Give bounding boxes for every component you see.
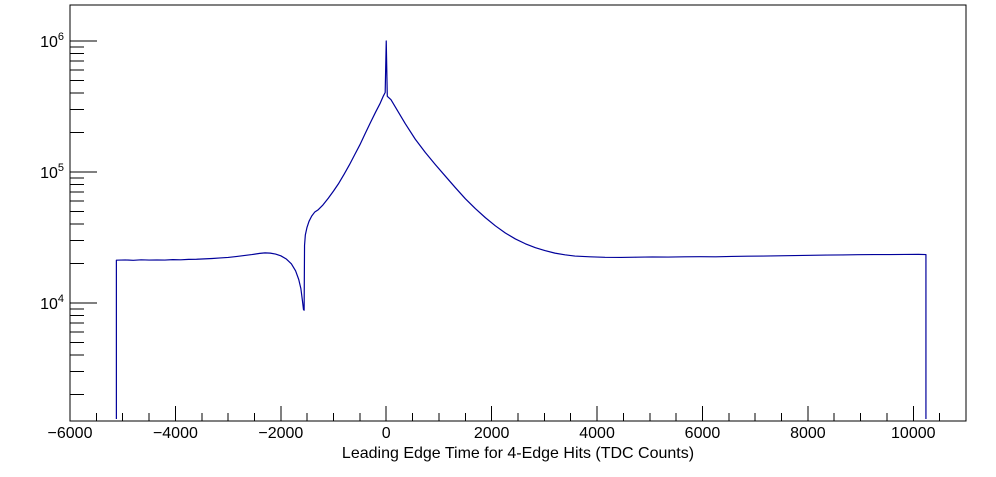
x-axis-tick-label: −6000	[48, 425, 93, 442]
plot-frame	[69, 4, 967, 422]
x-axis-tick-label: 6000	[685, 425, 721, 442]
plot-generated-layer: −6000 −4000 −2000 0 2000 4000 6000 8000 10000 104…	[40, 4, 967, 442]
y-axis-tick-label: 105	[40, 162, 64, 182]
x-axis-tick-label: 0	[382, 425, 391, 442]
x-axis-tick-label: 2000	[474, 425, 510, 442]
x-axis-tick-label: 4000	[579, 425, 615, 442]
x-axis-tick-label: −4000	[153, 425, 198, 442]
x-axis-tick-label: 10000	[891, 425, 936, 442]
x-axis-title: Leading Edge Time for 4-Edge Hits (TDC C…	[342, 445, 694, 462]
y-axis-tick-label: 104	[40, 293, 64, 313]
x-axis-tick-label: 8000	[790, 425, 826, 442]
x-axis-tick-label: −2000	[258, 425, 303, 442]
histogram-line	[115, 40, 927, 420]
y-axis-tick-label: 106	[40, 31, 64, 51]
